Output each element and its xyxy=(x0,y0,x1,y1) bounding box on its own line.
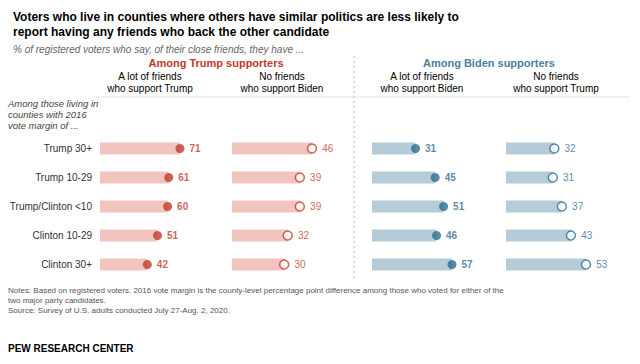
svg-text:60: 60 xyxy=(177,201,189,212)
svg-text:39: 39 xyxy=(310,172,322,183)
svg-text:who support Trump: who support Trump xyxy=(512,83,599,94)
svg-text:who support Biden: who support Biden xyxy=(380,83,464,94)
svg-text:who support Trump: who support Trump xyxy=(106,83,193,94)
svg-text:Trump 30+: Trump 30+ xyxy=(44,143,92,154)
svg-text:Trump 10-29: Trump 10-29 xyxy=(35,172,92,183)
svg-text:43: 43 xyxy=(581,230,593,241)
svg-text:45: 45 xyxy=(445,172,457,183)
svg-text:report having any friends who: report having any friends who back the o… xyxy=(13,25,329,39)
svg-text:Trump/Clinton <10: Trump/Clinton <10 xyxy=(10,201,93,212)
svg-text:46: 46 xyxy=(446,230,458,241)
svg-text:31: 31 xyxy=(425,143,437,154)
svg-text:Clinton 30+: Clinton 30+ xyxy=(41,259,92,270)
svg-text:vote margin of ...: vote margin of ... xyxy=(8,120,79,131)
svg-text:A lot of friends: A lot of friends xyxy=(118,71,181,82)
svg-text:57: 57 xyxy=(462,259,474,270)
svg-text:71: 71 xyxy=(190,143,202,154)
svg-text:Among those living in: Among those living in xyxy=(7,98,98,109)
svg-text:53: 53 xyxy=(596,259,608,270)
svg-text:counties with 2016: counties with 2016 xyxy=(8,109,87,120)
svg-text:31: 31 xyxy=(563,172,575,183)
svg-text:Clinton 10-29: Clinton 10-29 xyxy=(33,230,93,241)
svg-text:30: 30 xyxy=(294,259,306,270)
svg-text:42: 42 xyxy=(157,259,169,270)
svg-text:A lot of friends: A lot of friends xyxy=(390,71,453,82)
svg-text:Notes: Based on registered vot: Notes: Based on registered voters. 2016 … xyxy=(8,286,504,295)
svg-text:Among Biden supporters: Among Biden supporters xyxy=(423,57,555,69)
svg-text:51: 51 xyxy=(167,230,179,241)
svg-text:39: 39 xyxy=(310,201,322,212)
svg-text:Among Trump supporters: Among Trump supporters xyxy=(148,57,283,69)
svg-text:No friends: No friends xyxy=(533,71,579,82)
svg-text:61: 61 xyxy=(178,172,190,183)
svg-text:46: 46 xyxy=(322,143,334,154)
svg-text:% of registered voters who say: % of registered voters who say, of their… xyxy=(13,44,304,55)
svg-text:32: 32 xyxy=(565,143,577,154)
svg-text:two major party candidates.: two major party candidates. xyxy=(8,296,106,305)
svg-text:Voters who live in counties wh: Voters who live in counties where others… xyxy=(13,10,459,24)
svg-text:32: 32 xyxy=(298,230,310,241)
svg-text:51: 51 xyxy=(453,201,465,212)
svg-text:37: 37 xyxy=(572,201,584,212)
svg-text:No friends: No friends xyxy=(259,71,305,82)
svg-text:Source: Survey of U.S. adults: Source: Survey of U.S. adults conducted … xyxy=(8,306,230,315)
svg-text:who support Biden: who support Biden xyxy=(240,83,324,94)
svg-text:PEW RESEARCH CENTER: PEW RESEARCH CENTER xyxy=(8,343,134,354)
